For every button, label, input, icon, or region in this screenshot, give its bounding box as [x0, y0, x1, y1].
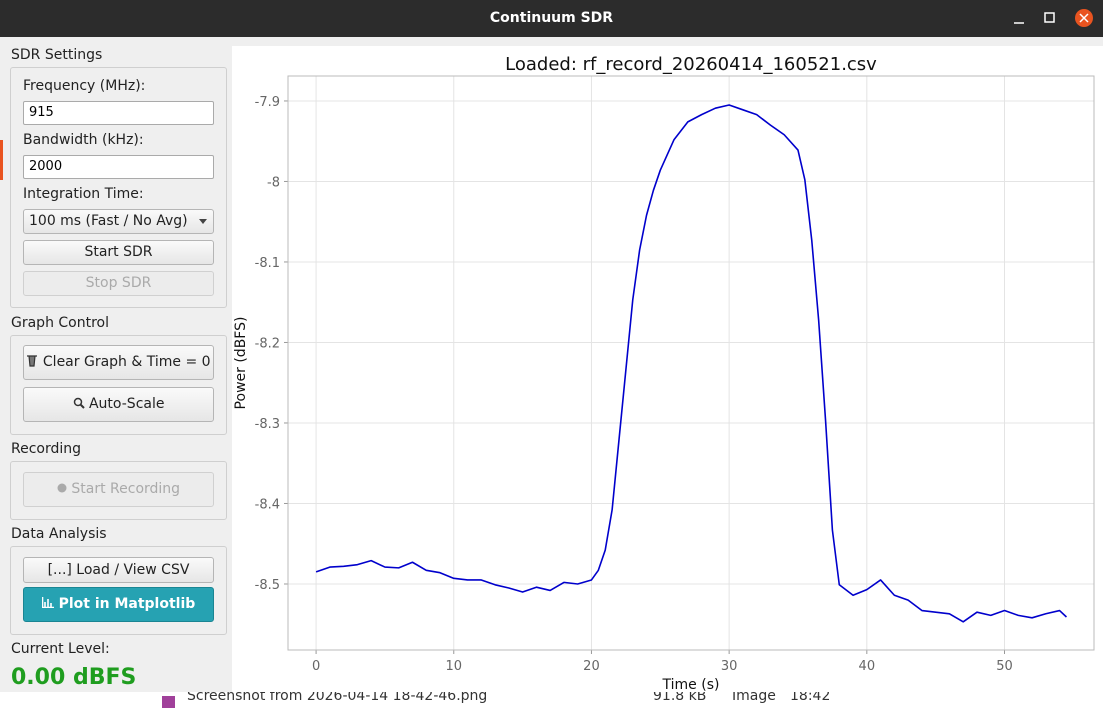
- combo-text: 100 ms (Fast / No Avg): [29, 213, 188, 229]
- label: Bandwidth (kHz):: [23, 132, 144, 148]
- y-tick-label: -7.9: [255, 95, 280, 110]
- title-bar: Continuum SDR: [0, 0, 1103, 37]
- bandwidth-input[interactable]: 2000: [23, 155, 214, 179]
- button-text: Start Recording: [71, 481, 181, 497]
- y-tick-label: -8.1: [255, 256, 280, 271]
- edge: [0, 140, 3, 180]
- file-kind: Image: [732, 692, 776, 704]
- group-box: [10, 546, 227, 635]
- chart: Loaded: rf_record_20260414_160521.csv -7.…: [232, 46, 1103, 692]
- maximize[interactable]: [1044, 12, 1055, 23]
- integration-combo[interactable]: 100 ms (Fast / No Avg): [23, 209, 214, 234]
- y-tick-label: -8: [267, 175, 280, 190]
- data-line: [315, 104, 1068, 623]
- x-tick-label: 0: [312, 659, 320, 674]
- level-value: 0.00 dBFS: [11, 665, 137, 690]
- y-tick-label: -8.5: [255, 578, 280, 593]
- window-title: Continuum SDR: [489, 10, 614, 26]
- search-icon: [73, 397, 85, 409]
- plot-matplotlib-button[interactable]: Plot in Matplotlib: [23, 587, 214, 622]
- plot-frame: [287, 75, 1095, 651]
- group-box: [10, 67, 227, 308]
- label: Frequency (MHz):: [23, 78, 146, 94]
- button-text: Auto-Scale: [88, 396, 165, 412]
- group-box: [10, 335, 227, 435]
- x-tick-label: 30: [721, 659, 738, 674]
- y-tick-label: -8.4: [255, 497, 280, 512]
- chart-icon: [41, 597, 54, 609]
- file-time: 18:42: [790, 692, 831, 704]
- x-tick-label: 40: [859, 659, 876, 674]
- file-name: Screenshot from 2026-04-14 18-42-46.png: [187, 692, 488, 704]
- start-sdr-button[interactable]: Start SDR: [23, 240, 214, 265]
- label: Integration Time:: [23, 186, 144, 202]
- record-icon: [57, 483, 67, 493]
- button-text: Plot in Matplotlib: [58, 596, 196, 612]
- start-recording-button[interactable]: Start Recording: [23, 472, 214, 507]
- x-tick-label: 50: [996, 659, 1013, 674]
- level-label: Current Level:: [11, 641, 110, 657]
- group-box: [10, 461, 227, 520]
- clear-button[interactable]: Clear Graph & Time = 0: [23, 345, 214, 380]
- close[interactable]: [1075, 9, 1093, 27]
- stop-sdr-button[interactable]: Stop SDR: [23, 271, 214, 296]
- x-axis-label: Time (s): [662, 677, 720, 692]
- x-tick-label: 20: [583, 659, 600, 674]
- file-size: 91.8 kB: [653, 692, 707, 704]
- x-tick-label: 10: [445, 659, 462, 674]
- y-tick-label: -8.2: [255, 336, 280, 351]
- section-heading: SDR Settings: [11, 47, 103, 63]
- button-text: Clear Graph & Time = 0: [42, 354, 211, 370]
- frequency-input[interactable]: 915: [23, 101, 214, 125]
- section-heading: Data Analysis: [11, 526, 107, 542]
- file-icon: [162, 696, 175, 708]
- background-file-row: Screenshot from 2026-04-14 18-42-46.png …: [160, 692, 1103, 708]
- chart-title: Loaded: rf_record_20260414_160521.csv: [505, 54, 877, 75]
- section-heading: Graph Control: [11, 315, 109, 331]
- combo-arrow: [199, 219, 207, 224]
- section-heading: Recording: [11, 441, 82, 457]
- y-tick-label: -8.3: [255, 417, 280, 432]
- window-controls: [1014, 9, 1093, 27]
- autoscale-button[interactable]: Auto-Scale: [23, 387, 214, 422]
- trash-icon: [27, 355, 38, 367]
- y-axis-label: Power (dBFS): [233, 317, 249, 410]
- load-csv-button[interactable]: [...] Load / View CSV: [23, 557, 214, 583]
